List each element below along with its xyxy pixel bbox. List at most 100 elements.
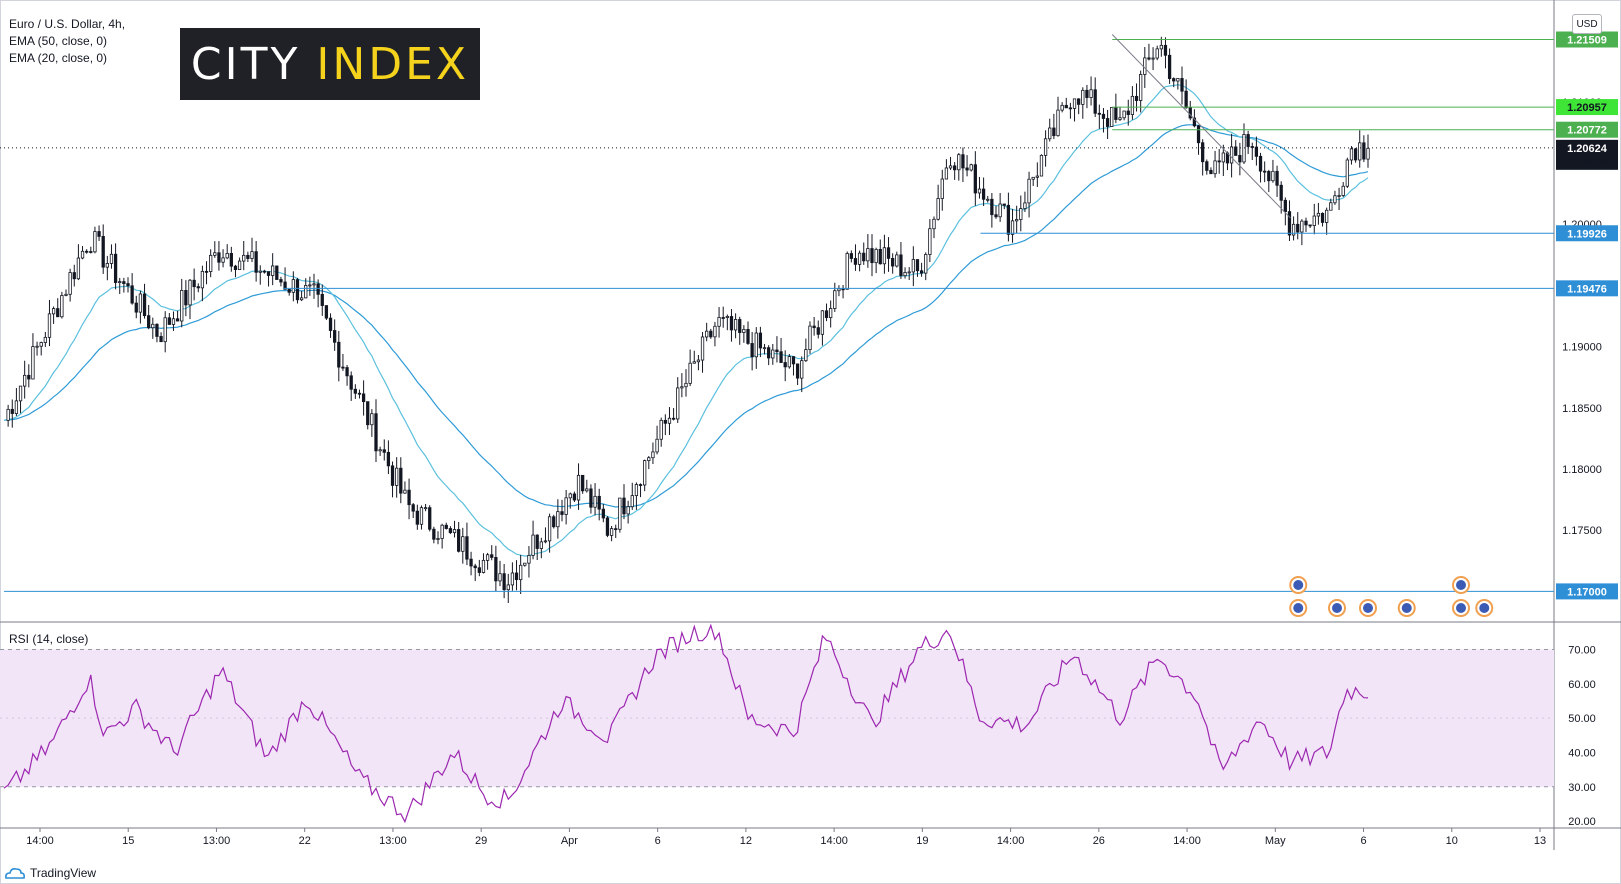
candle-body <box>1077 98 1081 105</box>
candle-body <box>940 178 944 199</box>
candle-body <box>560 511 564 515</box>
time-tick-label: 13:00 <box>379 835 407 847</box>
candle-body <box>287 288 291 293</box>
candle-body <box>122 281 126 284</box>
candle-body <box>973 164 977 194</box>
candle-body <box>97 231 101 237</box>
candle-body <box>1291 223 1296 236</box>
candle-body <box>1366 147 1370 160</box>
price-level-tag-label: 1.20772 <box>1567 125 1607 137</box>
candle-body <box>1163 44 1168 56</box>
candle-body <box>498 573 502 582</box>
candle-body <box>981 188 986 200</box>
legend-symbol: Euro / U.S. Dollar, 4h, <box>9 17 126 31</box>
candle-body <box>1093 89 1097 114</box>
time-tick-label: 12 <box>740 835 752 847</box>
candle-body <box>1325 209 1329 223</box>
candle-body <box>1052 127 1056 137</box>
downtrend-line[interactable] <box>1111 34 1291 219</box>
candle-body <box>601 508 605 519</box>
candle-body <box>142 293 147 317</box>
candle-body <box>357 392 362 395</box>
candle-body <box>1085 89 1089 98</box>
candle-body <box>1300 220 1304 233</box>
candle-body <box>113 253 118 283</box>
candle-body <box>1043 138 1048 156</box>
currency-button[interactable]: USD <box>1572 14 1602 34</box>
candle-body <box>1362 142 1366 160</box>
price-level-tag <box>1556 31 1618 48</box>
candle-body <box>1304 220 1308 226</box>
candle-body <box>750 343 754 358</box>
candle-body <box>1097 112 1101 115</box>
candle-body <box>692 361 696 364</box>
candle-body <box>1072 98 1077 109</box>
candle-body <box>638 484 643 486</box>
candle-body <box>1333 195 1337 204</box>
candle-body <box>986 198 990 201</box>
candle-body <box>829 308 833 318</box>
tradingview-brand[interactable]: TradingView <box>4 866 96 880</box>
candle-body <box>1176 78 1180 82</box>
candle-body <box>1229 146 1234 164</box>
candle-body <box>225 253 229 259</box>
time-tick-label: 29 <box>475 835 487 847</box>
candle-body <box>783 362 787 368</box>
candle-body <box>572 493 577 501</box>
candle-body <box>585 488 589 492</box>
candle-body <box>432 528 436 540</box>
candle-body <box>337 341 341 368</box>
candle-body <box>502 573 506 591</box>
time-tick-label: 15 <box>122 835 134 847</box>
candle-body <box>614 528 618 531</box>
candle-body <box>1039 154 1044 177</box>
candle-body <box>738 319 742 333</box>
candle-body <box>874 248 878 264</box>
time-tick-label: 14:00 <box>820 835 848 847</box>
candle-body <box>886 247 891 259</box>
candle-body <box>118 281 122 284</box>
legend-ema20: EMA (20, close, 0) <box>9 51 108 65</box>
time-tick-label: 26 <box>1093 835 1105 847</box>
price-tick-label: 1.17500 <box>1562 525 1602 537</box>
candle-body <box>767 347 771 359</box>
candle-body <box>527 555 531 564</box>
candle-body <box>630 495 634 508</box>
candle-body <box>899 254 903 277</box>
candle-body <box>717 317 721 327</box>
candle-body <box>841 288 845 291</box>
candle-body <box>1159 44 1163 50</box>
candle-body <box>1167 54 1172 79</box>
candle-body <box>862 252 866 262</box>
candle-body <box>857 252 862 265</box>
candle-body <box>159 336 163 343</box>
candle-body <box>928 228 932 255</box>
candle-body <box>188 279 192 306</box>
candle-body <box>93 231 97 253</box>
candle-body <box>589 488 593 508</box>
economic-event-flag-icon <box>1332 603 1342 613</box>
ema50-line <box>3 124 1369 508</box>
rsi-line <box>3 623 1369 824</box>
candle-body <box>27 374 31 380</box>
candle-body <box>47 313 52 338</box>
candle-body <box>866 248 870 262</box>
candle-body <box>209 254 213 272</box>
time-tick-label: 14:00 <box>26 835 54 847</box>
candle-body <box>1201 142 1205 163</box>
candle-body <box>845 253 849 290</box>
time-tick-label: 6 <box>655 835 661 847</box>
candle-body <box>68 272 72 295</box>
candle-body <box>1134 95 1139 101</box>
candle-body <box>76 257 81 280</box>
candle-body <box>312 283 316 286</box>
candle-body <box>705 330 709 338</box>
candle-body <box>1015 219 1019 222</box>
candle-body <box>795 363 800 379</box>
candle-body <box>204 270 209 273</box>
candle-body <box>386 451 391 467</box>
candle-body <box>907 271 911 274</box>
candle-body <box>1234 146 1238 156</box>
price-level-tag <box>1556 225 1618 242</box>
